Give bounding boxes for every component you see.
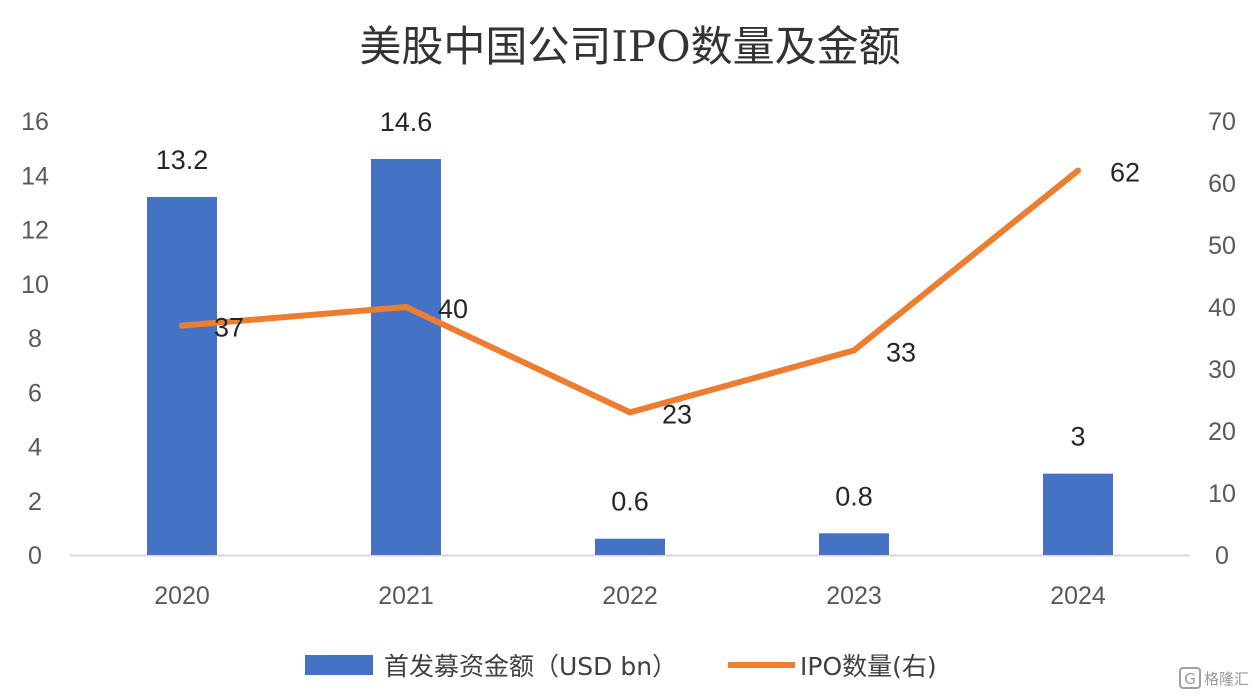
y-left-tick-label: 4	[28, 434, 42, 462]
y-left-tick-label: 2	[28, 488, 42, 516]
y-right-tick-label: 0	[1215, 542, 1229, 570]
x-tick-label: 2020	[154, 582, 210, 610]
y-right-tick-label: 50	[1208, 232, 1236, 260]
x-tick-label: 2021	[378, 582, 434, 610]
bar-data-label: 0.6	[611, 487, 649, 517]
bar-data-label: 0.8	[835, 481, 873, 511]
plot-area: 0 2 4 6 8 10 12 14 16 0 10 20 30 40 50 60 70 2020 2021 2022…	[21, 107, 1236, 610]
y-left-tick-label: 16	[21, 108, 49, 136]
bar	[819, 533, 889, 555]
y-right-tick-label: 70	[1208, 108, 1236, 136]
line-point	[627, 409, 633, 416]
line-series	[179, 167, 1081, 416]
line-point	[403, 304, 409, 310]
legend: 首发募资金额（USD bn） IPO数量(右)	[305, 652, 937, 681]
x-tick-label: 2023	[826, 582, 882, 610]
x-tick-label: 2024	[1050, 582, 1106, 610]
bar-data-label: 3	[1070, 422, 1085, 452]
y-right-tick-label: 10	[1208, 480, 1236, 508]
bar	[371, 158, 441, 555]
y-left-tick-label: 0	[28, 542, 42, 570]
line-data-label: 23	[662, 399, 692, 429]
y-left-tick-label: 12	[21, 217, 49, 245]
y-right-tick-label: 40	[1208, 294, 1236, 322]
glh-logo-mark: G	[1184, 670, 1196, 688]
watermark: G 格隆汇	[1179, 667, 1249, 689]
y-right-tick-label: 30	[1208, 356, 1236, 384]
y-left-tick-label: 10	[21, 271, 49, 299]
line-data-label: 33	[886, 337, 916, 367]
y-right-tick-label: 60	[1208, 170, 1236, 198]
y-left-tick-label: 14	[21, 162, 49, 190]
y-left-tick-label: 8	[28, 325, 42, 353]
line-data-label: 40	[438, 294, 468, 324]
bar-data-label: 14.6	[380, 107, 433, 137]
bar-data-label: 13.2	[156, 145, 209, 175]
bar	[595, 538, 665, 555]
y-left-tick-label: 6	[28, 379, 42, 407]
legend-label-bar: 首发募资金额（USD bn）	[384, 652, 677, 681]
legend-swatch-bar	[305, 655, 373, 675]
legend-label-line: IPO数量(右)	[800, 652, 937, 681]
watermark-text: 格隆汇	[1204, 670, 1249, 688]
x-tick-label: 2022	[602, 582, 658, 610]
line-point	[851, 347, 857, 354]
y-right-tick-label: 20	[1208, 418, 1236, 446]
line-point	[179, 322, 185, 329]
glh-logo-icon	[1179, 667, 1201, 689]
line-data-label: 37	[214, 313, 244, 343]
line-point	[1075, 167, 1081, 174]
bar	[1043, 473, 1113, 555]
line-data-label: 62	[1110, 158, 1140, 188]
bar	[147, 196, 217, 555]
chart-title: 美股中国公司IPO数量及金额	[359, 22, 900, 71]
